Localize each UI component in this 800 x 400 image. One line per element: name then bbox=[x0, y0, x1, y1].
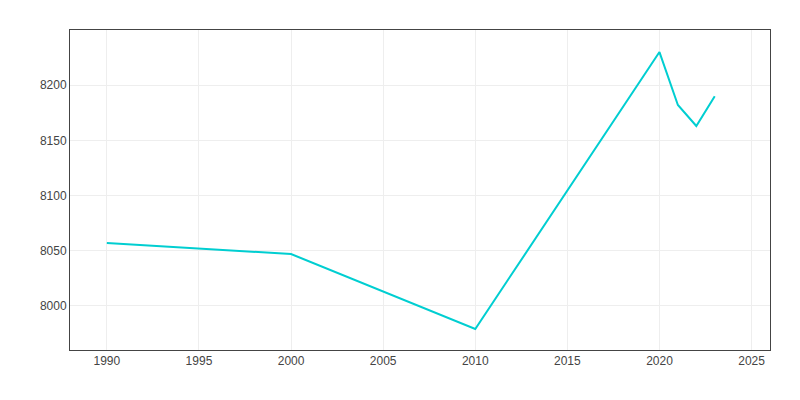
svg-text:2000: 2000 bbox=[278, 354, 305, 368]
svg-text:8000: 8000 bbox=[40, 299, 67, 313]
svg-text:8100: 8100 bbox=[40, 189, 67, 203]
svg-text:1995: 1995 bbox=[186, 354, 213, 368]
svg-text:2005: 2005 bbox=[370, 354, 397, 368]
svg-text:2025: 2025 bbox=[738, 354, 765, 368]
svg-text:2010: 2010 bbox=[462, 354, 489, 368]
svg-text:8200: 8200 bbox=[40, 78, 67, 92]
svg-text:2015: 2015 bbox=[554, 354, 581, 368]
svg-text:2020: 2020 bbox=[646, 354, 673, 368]
svg-text:1990: 1990 bbox=[93, 354, 120, 368]
svg-text:8050: 8050 bbox=[40, 244, 67, 258]
svg-text:8150: 8150 bbox=[40, 134, 67, 148]
